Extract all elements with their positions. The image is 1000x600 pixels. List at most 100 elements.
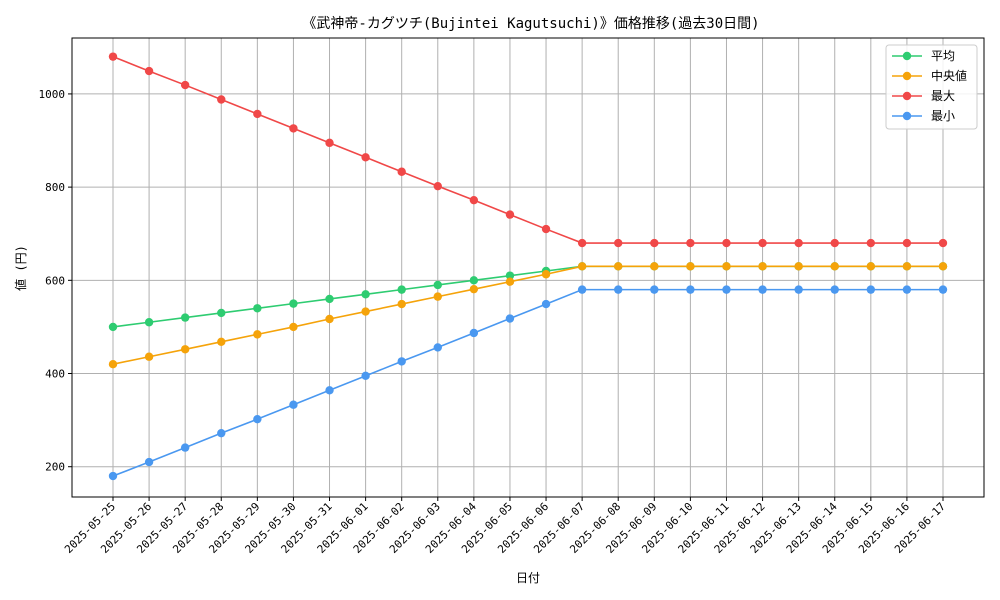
legend-label: 中央値: [931, 68, 967, 83]
series-group: [108, 285, 948, 481]
data-point: [289, 322, 298, 332]
legend-box: [885, 44, 978, 130]
data-point: [433, 280, 442, 290]
legend-marker: [902, 51, 912, 61]
series-line: [112, 265, 943, 365]
data-point: [794, 238, 803, 248]
data-point: [144, 457, 154, 467]
data-point: [217, 428, 226, 438]
y-tick-label: 200: [45, 461, 65, 474]
data-point: [217, 308, 226, 318]
data-point: [830, 285, 839, 294]
x-axis-ticks: 2025-05-252025-05-262025-05-272025-05-28…: [62, 497, 948, 556]
data-point: [325, 314, 334, 324]
data-point: [217, 95, 226, 104]
data-point: [144, 352, 154, 361]
y-axis-ticks: 200 400 600 800 1000: [39, 88, 72, 474]
plot-area-frame: [71, 37, 985, 498]
data-point: [938, 285, 948, 294]
data-point: [650, 262, 659, 271]
data-point: [180, 313, 190, 322]
data-point: [830, 238, 839, 248]
data-point: [758, 238, 767, 248]
data-point: [722, 285, 731, 294]
series-group: [108, 52, 948, 248]
data-point: [541, 270, 551, 279]
data-point: [505, 210, 515, 219]
data-point: [541, 224, 551, 234]
data-point: [902, 285, 912, 294]
data-point: [686, 238, 695, 248]
data-point: [505, 277, 515, 286]
data-point: [830, 262, 839, 271]
data-point: [397, 167, 406, 176]
data-point: [289, 400, 298, 409]
data-point: [397, 357, 406, 366]
data-point: [361, 290, 370, 299]
data-point: [722, 262, 731, 271]
data-point: [180, 80, 190, 90]
data-point: [253, 330, 262, 339]
data-point: [866, 285, 876, 294]
data-point: [108, 52, 118, 61]
data-point: [866, 262, 876, 271]
series-line: [112, 288, 943, 477]
chart-title: 《武神帝-カグツチ(Bujintei Kagutsuchi)》価格推移(過去30…: [302, 16, 759, 32]
data-point: [722, 238, 731, 248]
data-point: [469, 195, 479, 205]
series-group: [108, 262, 948, 369]
series-line: [112, 55, 943, 244]
data-point: [902, 262, 912, 271]
data-point: [469, 284, 479, 294]
legend-label: 最小: [931, 109, 955, 123]
legend-label: 平均: [931, 49, 955, 63]
data-point: [686, 262, 695, 271]
data-point: [144, 66, 154, 76]
data-point: [577, 238, 587, 248]
data-point: [108, 322, 118, 332]
data-point: [180, 443, 190, 452]
data-point: [505, 314, 515, 323]
data-point: [433, 181, 442, 191]
y-axis-label: 値 (円): [13, 245, 28, 291]
data-point: [577, 285, 587, 294]
data-point: [614, 238, 623, 248]
data-point: [253, 304, 262, 313]
data-point: [650, 238, 659, 248]
series-group: [108, 262, 948, 332]
data-point: [397, 285, 406, 294]
data-point: [253, 414, 262, 424]
data-point: [108, 359, 118, 369]
grid-layer: [72, 38, 984, 497]
data-point: [289, 124, 298, 133]
y-tick-label: 600: [45, 274, 65, 287]
data-point: [794, 262, 803, 271]
data-point: [397, 299, 406, 309]
data-point: [325, 386, 334, 395]
x-axis-label: 日付: [516, 571, 540, 585]
data-point: [938, 238, 948, 248]
data-point: [614, 262, 623, 271]
data-point: [614, 285, 623, 294]
data-point: [469, 328, 479, 338]
y-tick-label: 400: [45, 368, 65, 381]
data-point: [361, 371, 370, 381]
data-point: [902, 238, 912, 248]
data-point: [758, 285, 767, 294]
data-point: [433, 292, 442, 301]
data-point: [144, 318, 154, 327]
data-point: [758, 262, 767, 271]
y-tick-label: 1000: [39, 88, 66, 101]
data-point: [108, 471, 118, 481]
legend-marker: [902, 91, 912, 101]
data-point: [686, 285, 695, 294]
data-point: [577, 262, 587, 271]
data-point: [361, 307, 370, 316]
data-point: [217, 337, 226, 347]
data-point: [541, 299, 551, 309]
data-point: [938, 262, 948, 271]
series-line: [112, 265, 943, 328]
data-point: [180, 345, 190, 354]
